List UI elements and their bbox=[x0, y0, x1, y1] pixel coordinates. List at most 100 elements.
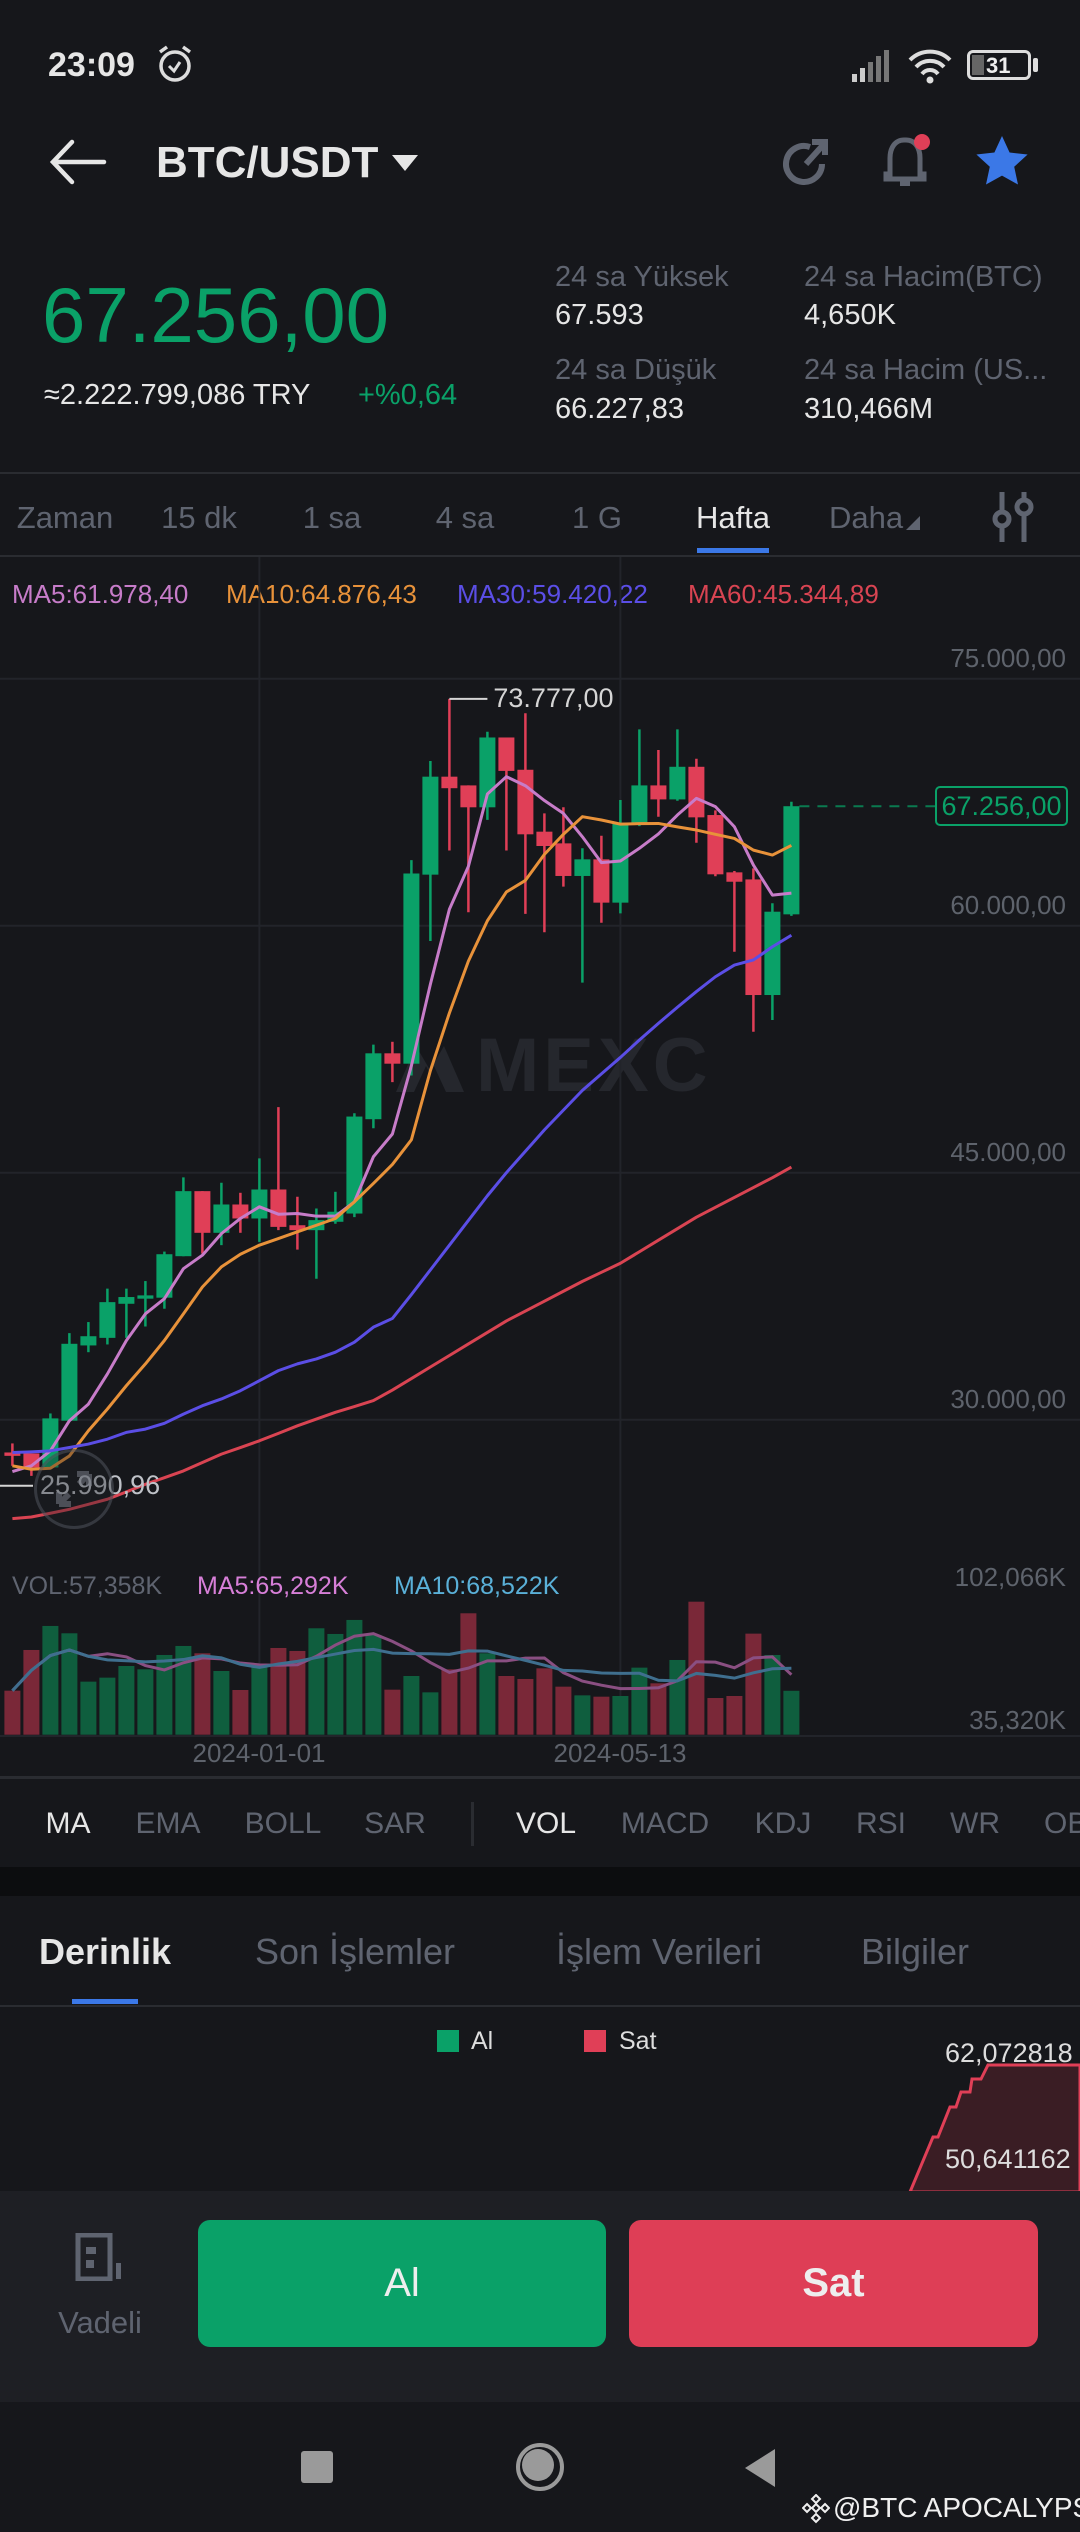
price-axis-label: 60.000,00 bbox=[950, 889, 1066, 920]
tab-info[interactable]: Bilgiler bbox=[860, 1931, 970, 1972]
vol-axis-max: 102,066K bbox=[954, 1562, 1066, 1592]
futures-button[interactable]: Vadeli bbox=[30, 2227, 170, 2338]
sell-button[interactable]: Sat bbox=[629, 2220, 1038, 2347]
tab-more[interactable]: Daha bbox=[828, 500, 904, 535]
buy-button[interactable]: Al bbox=[198, 2220, 606, 2347]
ma5-line bbox=[11, 775, 792, 1474]
candle-down bbox=[726, 872, 743, 882]
candle-down bbox=[593, 859, 610, 903]
indicator-wr[interactable]: WR bbox=[950, 1807, 1000, 1840]
indicator-obv[interactable]: OB bbox=[1044, 1807, 1080, 1840]
stat-high-label: 24 sa Yüksek bbox=[555, 261, 729, 293]
candle-up bbox=[80, 1336, 97, 1346]
ma10-legend: MA10:64.876,43 bbox=[226, 579, 417, 609]
candle-up bbox=[764, 911, 781, 996]
depth-chart-sell-area bbox=[907, 2063, 1080, 2194]
volume-ma5-line bbox=[11, 1632, 793, 1692]
alarm-icon bbox=[158, 45, 192, 82]
vol-legend: VOL:57,358K bbox=[12, 1572, 163, 1600]
volume-bar bbox=[99, 1677, 116, 1735]
depth-legend-sell-swatch bbox=[584, 2030, 606, 2052]
vol-axis-min: 35,320K bbox=[969, 1705, 1066, 1735]
tab-week[interactable]: Hafta bbox=[695, 500, 771, 535]
volume-bar bbox=[441, 1669, 458, 1735]
candle-down bbox=[745, 879, 762, 996]
candle-down bbox=[194, 1191, 211, 1233]
candle-down bbox=[460, 785, 477, 808]
candle-up bbox=[156, 1254, 173, 1298]
candlestick-chart[interactable] bbox=[0, 0, 1080, 1780]
volume-bar bbox=[726, 1696, 743, 1735]
nav-recents-button[interactable] bbox=[301, 2451, 333, 2483]
vol-ma5-legend: MA5:65,292K bbox=[197, 1572, 349, 1600]
indicator-boll[interactable]: BOLL bbox=[244, 1807, 322, 1840]
ma60-legend: MA60:45.344,89 bbox=[688, 579, 879, 609]
tab-1h[interactable]: 1 sa bbox=[302, 500, 362, 535]
ma60-line bbox=[12, 1165, 793, 1521]
indicator-ema[interactable]: EMA bbox=[135, 1807, 201, 1840]
depth-legend-buy-swatch bbox=[437, 2030, 459, 2052]
volume-bar bbox=[555, 1686, 572, 1735]
favorite-star-icon[interactable] bbox=[974, 134, 1030, 188]
price-change: +%0,64 bbox=[358, 379, 458, 411]
tab-recent-trades[interactable]: Son İşlemler bbox=[254, 1931, 456, 1972]
bell-icon[interactable] bbox=[880, 132, 934, 190]
sell-button-label: Sat bbox=[802, 2261, 865, 2305]
pair-title: BTC/USDT bbox=[156, 138, 379, 187]
candle-down bbox=[384, 1053, 401, 1064]
tab-trade-data[interactable]: İşlem Verileri bbox=[555, 1931, 763, 1972]
candle-down bbox=[517, 769, 534, 835]
volume-bar bbox=[137, 1669, 154, 1735]
volume-ma10-line bbox=[11, 1647, 792, 1692]
current-price-tag: 67.256,00 bbox=[935, 786, 1068, 827]
status-time: 23:09 bbox=[48, 46, 135, 84]
ma30-line bbox=[12, 933, 793, 1454]
buy-button-label: Al bbox=[384, 2261, 420, 2305]
volume-bar bbox=[384, 1689, 401, 1735]
candle-up bbox=[99, 1302, 116, 1338]
nav-back-button[interactable] bbox=[745, 2449, 777, 2487]
volume-bar bbox=[612, 1696, 629, 1735]
divider bbox=[0, 472, 1080, 474]
candle-down bbox=[688, 766, 705, 818]
indicator-separator bbox=[471, 1802, 474, 1846]
stat-vol-usdt-label: 24 sa Hacim (US... bbox=[804, 354, 1048, 386]
candle-up bbox=[137, 1295, 154, 1299]
price-axis-label: 75.000,00 bbox=[950, 642, 1066, 673]
indicator-sar[interactable]: SAR bbox=[364, 1807, 426, 1840]
candle-down bbox=[555, 843, 572, 876]
notification-dot bbox=[914, 134, 930, 150]
candle-up bbox=[251, 1189, 268, 1219]
stat-vol-btc-value: 4,650K bbox=[804, 299, 896, 331]
indicator-vol[interactable]: VOL bbox=[515, 1807, 577, 1840]
indicator-kdj[interactable]: KDJ bbox=[754, 1807, 812, 1840]
credit-watermark: @BTC APOCALYPSE bbox=[833, 2492, 1080, 2523]
candle-down bbox=[650, 785, 667, 800]
last-price: 67.256,00 bbox=[42, 271, 390, 359]
vol-ma10-legend: MA10:68,522K bbox=[394, 1572, 560, 1600]
tab-4h[interactable]: 4 sa bbox=[435, 500, 495, 535]
back-arrow-icon[interactable] bbox=[48, 138, 108, 186]
nav-home-button[interactable] bbox=[516, 2443, 564, 2491]
tab-zaman[interactable]: Zaman bbox=[16, 500, 114, 535]
candle-up bbox=[422, 776, 439, 875]
volume-bar bbox=[213, 1670, 230, 1735]
indicator-ma[interactable]: MA bbox=[45, 1807, 91, 1840]
tab-1d[interactable]: 1 G bbox=[572, 500, 622, 535]
volume-bar bbox=[61, 1633, 78, 1735]
volume-bar bbox=[631, 1667, 648, 1735]
volume-bar bbox=[365, 1634, 382, 1735]
tab-15m[interactable]: 15 dk bbox=[161, 500, 237, 535]
tab-depth[interactable]: Derinlik bbox=[38, 1931, 172, 1972]
chart-settings-icon[interactable] bbox=[990, 490, 1036, 544]
depth-legend-sell: Sat bbox=[619, 2027, 657, 2055]
pair-selector[interactable]: BTC/USDT bbox=[156, 138, 420, 188]
volume-bar bbox=[707, 1698, 724, 1735]
share-icon[interactable] bbox=[780, 136, 832, 190]
reset-zoom-button[interactable] bbox=[34, 1449, 114, 1529]
indicator-rsi[interactable]: RSI bbox=[855, 1807, 907, 1840]
depth-value: 50,641162 bbox=[945, 2144, 1071, 2174]
volume-bar bbox=[593, 1696, 610, 1735]
ma30-legend: MA30:59.420,22 bbox=[457, 579, 648, 609]
indicator-macd[interactable]: MACD bbox=[620, 1807, 710, 1840]
